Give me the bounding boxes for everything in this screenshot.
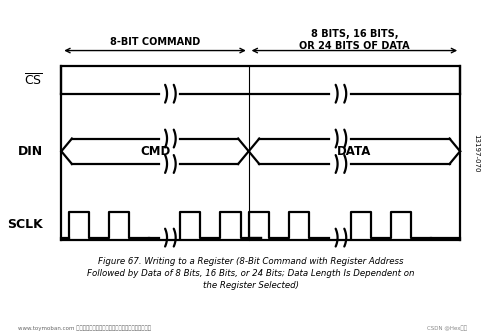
Text: CMD: CMD: [140, 145, 170, 158]
Text: www.toymoban.com 网络图片仅供展示，非存储，如有侵权请联系删除。: www.toymoban.com 网络图片仅供展示，非存储，如有侵权请联系删除。: [18, 326, 151, 331]
Text: $\overline{\mathrm{CS}}$: $\overline{\mathrm{CS}}$: [25, 73, 43, 89]
Text: DATA: DATA: [337, 145, 371, 158]
Text: DIN: DIN: [18, 145, 43, 158]
Text: SCLK: SCLK: [7, 218, 43, 232]
Text: 13197-070: 13197-070: [473, 134, 479, 172]
Text: 8 BITS, 16 BITS,
OR 24 BITS OF DATA: 8 BITS, 16 BITS, OR 24 BITS OF DATA: [299, 29, 410, 50]
Text: CSDN @Hex图雪: CSDN @Hex图雪: [427, 326, 467, 331]
Text: 8-BIT COMMAND: 8-BIT COMMAND: [110, 37, 200, 47]
Text: Figure 67. Writing to a Register (8-Bit Command with Register Address
Followed b: Figure 67. Writing to a Register (8-Bit …: [88, 257, 415, 290]
